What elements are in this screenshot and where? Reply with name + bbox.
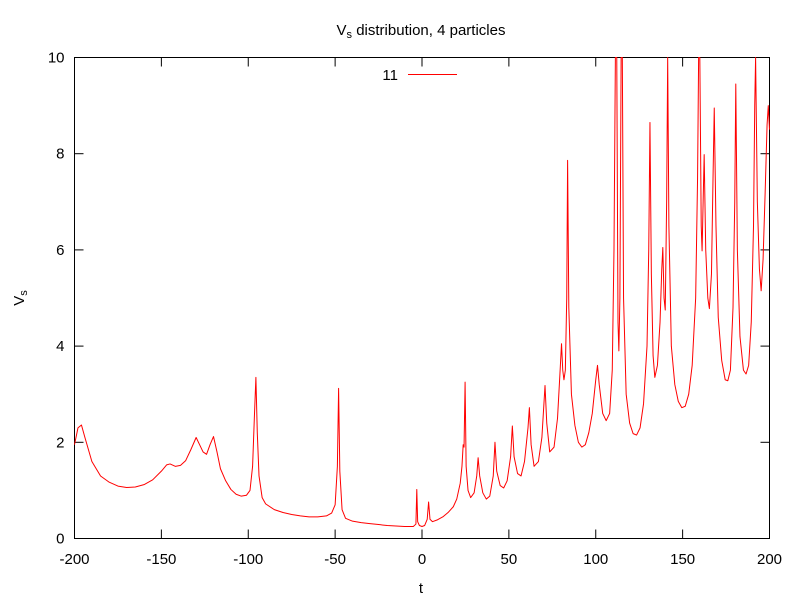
chart-title-rest: distribution, 4 particles	[352, 22, 505, 39]
x-tick-label: 50	[501, 551, 518, 568]
y-tick-label: 6	[56, 242, 64, 259]
x-tick-label: -200	[59, 551, 89, 568]
legend-label: 11	[382, 67, 398, 84]
x-tick-label: 100	[583, 551, 608, 568]
chart-title: Vs distribution, 4 particles	[337, 22, 506, 41]
x-axis-title: t	[419, 580, 424, 597]
x-tick-label: -150	[146, 551, 176, 568]
y-tick-label: 4	[56, 338, 64, 355]
y-tick-label: 2	[56, 434, 64, 451]
x-tick-label: -100	[233, 551, 263, 568]
chart-title-main: V	[337, 22, 347, 39]
x-axis-ticks: -200 -150 -100 -50 0 50 100 150 200	[59, 57, 782, 568]
y-axis-ticks: 0 2 4 6 8 10	[48, 50, 770, 548]
y-tick-label: 10	[48, 50, 65, 67]
series-layer	[74, 57, 770, 527]
x-tick-label: -50	[324, 551, 346, 568]
y-axis-title-subscript: s	[18, 290, 30, 296]
chart-title-subscript: s	[347, 29, 353, 41]
legend: 11	[382, 67, 457, 84]
y-axis-title: Vs	[11, 290, 30, 306]
y-axis-title-main: V	[11, 296, 28, 306]
series-line-11	[74, 57, 770, 527]
x-tick-label: 0	[418, 551, 426, 568]
y-tick-label: 0	[56, 531, 64, 548]
x-tick-label: 200	[757, 551, 782, 568]
x-tick-label: 150	[670, 551, 695, 568]
y-tick-label: 8	[56, 146, 64, 163]
